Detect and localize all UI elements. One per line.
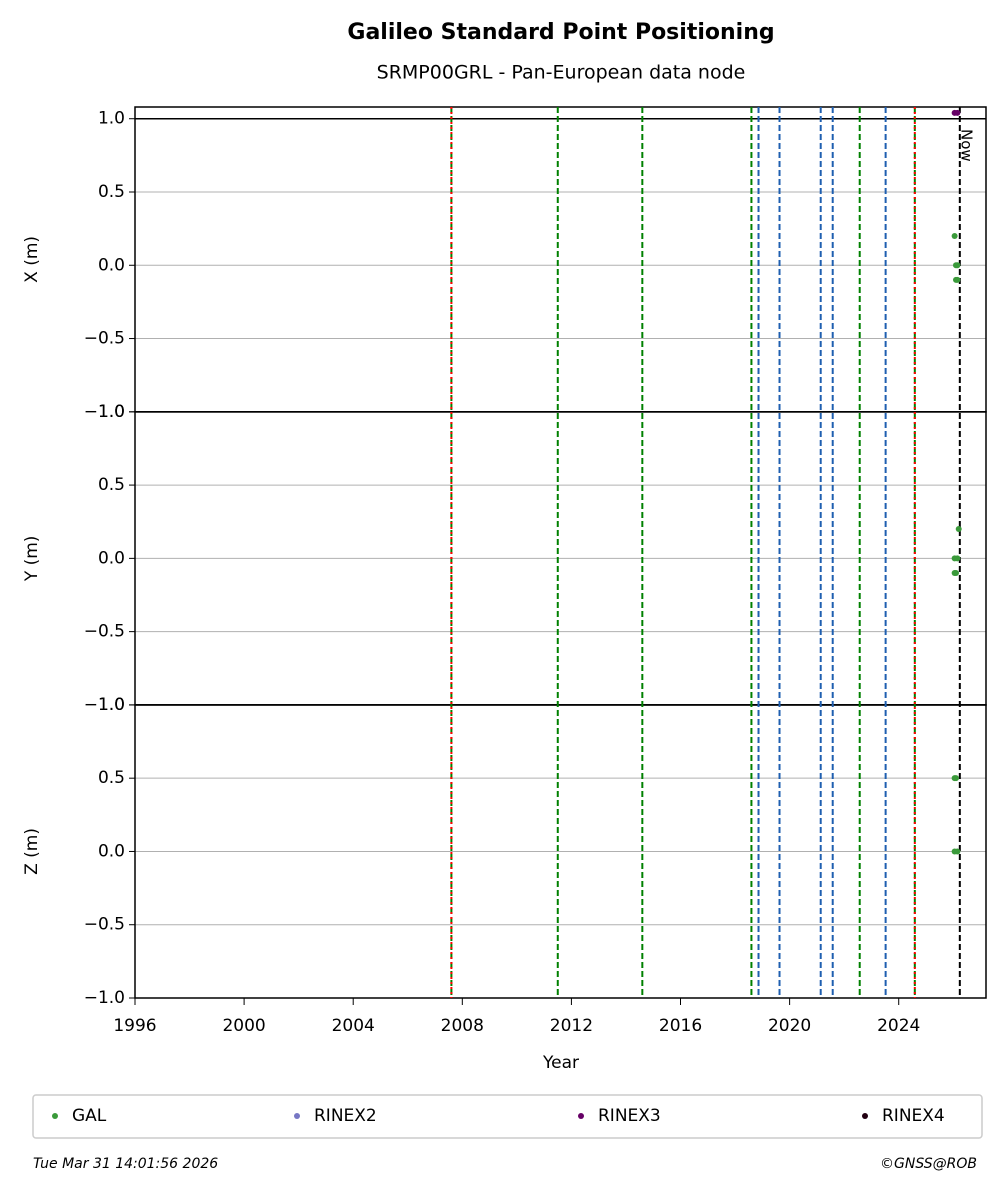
- y-tick-label: 0.5: [98, 768, 125, 788]
- data-point: [954, 262, 961, 269]
- x-tick-label: 2008: [441, 1016, 484, 1036]
- panel-frame: [134, 704, 987, 999]
- x-tick-label: 2016: [659, 1016, 702, 1036]
- y-tick-label: 0.0: [98, 548, 125, 568]
- x-tick-label: 2004: [332, 1016, 375, 1036]
- y-tick-label: −0.5: [84, 915, 125, 935]
- timestamp: Tue Mar 31 14:01:56 2026: [33, 1156, 218, 1172]
- chart-title: Galileo Standard Point Positioning: [347, 20, 774, 45]
- legend-marker: [52, 1113, 58, 1119]
- y-tick-label: 0.5: [98, 475, 125, 495]
- y-tick-label: 0.0: [98, 841, 125, 861]
- data-point: [955, 526, 962, 533]
- legend-marker: [862, 1113, 868, 1119]
- copyright: ©GNSS@ROB: [880, 1156, 977, 1172]
- event-label: Now: [957, 129, 975, 162]
- y-tick-label: 1.0: [98, 109, 125, 129]
- data-point: [954, 848, 961, 855]
- y-tick-label: −1.0: [84, 695, 125, 715]
- legend-marker: [578, 1113, 584, 1119]
- y-axis-label: X (m): [22, 236, 42, 283]
- y-tick-label: 0.5: [98, 182, 125, 202]
- y-tick-label: 1.0: [98, 402, 125, 422]
- y-axis-label: Z (m): [22, 828, 42, 875]
- data-point: [951, 232, 958, 239]
- data-point: [954, 109, 961, 116]
- data-point: [952, 775, 959, 782]
- y-tick-label: −0.5: [84, 622, 125, 642]
- data-point: [954, 276, 961, 283]
- chart-subtitle: SRMP00GRL - Pan-European data node: [377, 62, 746, 84]
- legend-label: RINEX3: [598, 1106, 661, 1126]
- x-tick-label: 2012: [550, 1016, 593, 1036]
- legend-marker: [294, 1113, 300, 1119]
- y-tick-label: 1.0: [98, 695, 125, 715]
- legend-label: RINEX4: [882, 1106, 945, 1126]
- x-tick-label: 2024: [877, 1016, 920, 1036]
- data-point: [952, 570, 959, 577]
- y-tick-label: 0.0: [98, 255, 125, 275]
- y-tick-label: −0.5: [84, 329, 125, 349]
- x-tick-label: 2000: [222, 1016, 265, 1036]
- data-point: [954, 555, 961, 562]
- legend-box: [32, 1094, 983, 1139]
- x-tick-label: 2020: [768, 1016, 811, 1036]
- y-tick-label: −1.0: [84, 988, 125, 1008]
- legend-label: RINEX2: [314, 1106, 377, 1126]
- x-tick-label: 1996: [113, 1016, 156, 1036]
- y-axis-label: Y (m): [22, 536, 42, 583]
- x-axis-label: Year: [542, 1053, 579, 1073]
- legend-label: GAL: [72, 1106, 107, 1126]
- y-tick-label: −1.0: [84, 402, 125, 422]
- panel-frame: [134, 106, 987, 413]
